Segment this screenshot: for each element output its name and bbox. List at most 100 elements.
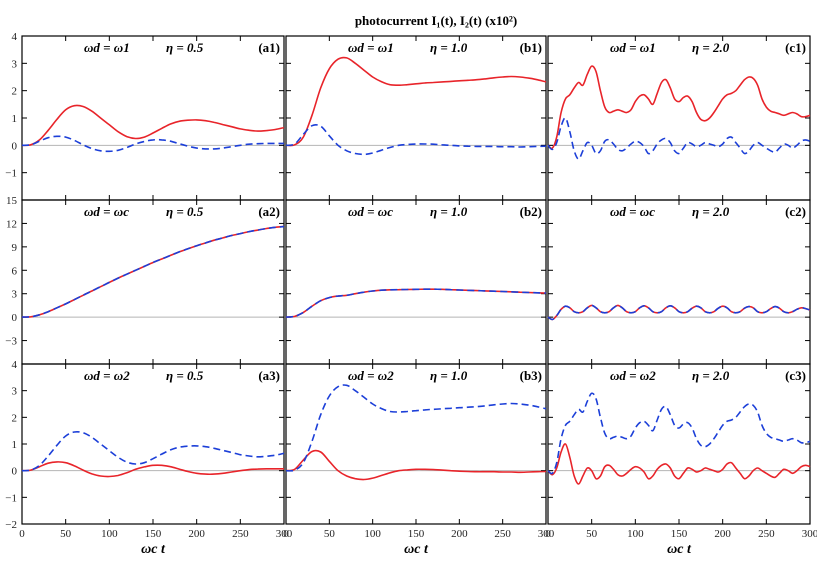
panel-b1: ωd = ω1 η = 1.0 (b1) (285, 35, 547, 201)
x-axis-label: ωc t (404, 542, 429, 557)
panel-eta-label: η = 1.0 (430, 40, 468, 55)
y-tick-label: 1 (12, 439, 18, 451)
series-i2-line (547, 392, 811, 475)
y-tick-label: 0 (12, 140, 18, 152)
x-tick-label: 250 (494, 528, 511, 540)
series-i1-line (547, 65, 811, 150)
series-i2-line (21, 225, 285, 318)
x-tick-label: 200 (714, 528, 731, 540)
panel-id-label: (a3) (258, 368, 280, 383)
figure-title: photocurrent I₁(t), I₂(t) (x10²) (355, 13, 517, 28)
panel-b2: ωd = ωc η = 1.0 (b2) (285, 199, 547, 365)
y-tick-label: −3 (5, 336, 17, 348)
x-tick-label: 200 (188, 528, 205, 540)
panel-c3: 0 50 100 150 200 250 300 ωc t ωd = ω2 η = 2.0 (c3) (545, 363, 817, 557)
y-tick-label: 2 (12, 86, 18, 98)
x-tick-label: 150 (671, 528, 688, 540)
series-i2-line (21, 430, 285, 472)
series-i1-line (21, 461, 284, 478)
series-i2-line (21, 135, 284, 153)
panel-id-label: (b1) (520, 40, 542, 55)
panel-eta-label: η = 2.0 (692, 204, 730, 219)
panel-id-label: (a1) (258, 40, 280, 55)
series-i2-line (285, 288, 547, 318)
panel-eta-label: η = 1.0 (430, 368, 468, 383)
series-i1-line (285, 288, 547, 318)
panel-frame (285, 35, 547, 201)
series-i1-line (285, 449, 547, 481)
series-i2-line (547, 304, 811, 321)
panel-id-label: (a2) (258, 204, 280, 219)
panel-id-label: (c2) (785, 204, 806, 219)
panel-frame (547, 35, 811, 201)
y-tick-label: 9 (12, 242, 18, 254)
x-tick-label: 0 (545, 528, 551, 540)
y-tick-label: −1 (5, 168, 17, 180)
x-tick-label: 250 (758, 528, 775, 540)
panel-frame (21, 363, 285, 525)
panel-frame (285, 363, 547, 525)
panel-eta-label: η = 1.0 (430, 204, 468, 219)
panel-frame (547, 363, 811, 525)
panel-frame (21, 199, 285, 365)
y-tick-label: 12 (6, 218, 17, 230)
y-tick-label: 3 (12, 58, 18, 70)
panel-c2: ωd = ωc η = 2.0 (c2) (547, 199, 811, 365)
x-tick-label: 150 (145, 528, 162, 540)
y-tick-label: 4 (12, 359, 18, 371)
x-axis-label: ωc t (141, 542, 166, 557)
panel-frame (547, 199, 811, 365)
x-tick-label: 100 (364, 528, 381, 540)
panel-eta-label: η = 0.5 (166, 368, 204, 383)
panel-drive-label: ωd = ω1 (610, 40, 656, 55)
panel-frame (21, 35, 285, 201)
y-tick-label: 6 (12, 265, 18, 277)
panel-c1: ωd = ω1 η = 2.0 (c1) (547, 35, 811, 201)
x-tick-label: 100 (627, 528, 644, 540)
panel-drive-label: ωd = ωc (348, 204, 393, 219)
x-axis-label: ωc t (667, 542, 692, 557)
panel-drive-label: ωd = ωc (610, 204, 655, 219)
series-i2-line (285, 384, 547, 472)
x-tick-label: 250 (232, 528, 249, 540)
x-tick-label: 0 (19, 528, 25, 540)
panel-drive-label: ωd = ω2 (84, 368, 130, 383)
panel-eta-label: η = 0.5 (166, 204, 204, 219)
panel-eta-label: η = 2.0 (692, 368, 730, 383)
y-tick-label: 2 (12, 412, 18, 424)
series-i2-line (285, 123, 547, 156)
x-tick-label: 0 (283, 528, 289, 540)
panel-eta-label: η = 0.5 (166, 40, 204, 55)
x-tick-label: 50 (586, 528, 598, 540)
panel-id-label: (c1) (785, 40, 806, 55)
panel-drive-label: ωd = ω2 (348, 368, 394, 383)
series-i2-line (547, 117, 811, 160)
x-tick-label: 200 (451, 528, 468, 540)
panel-id-label: (b3) (520, 368, 542, 383)
x-tick-label: 300 (538, 528, 555, 540)
y-tick-label: 15 (6, 195, 18, 207)
y-tick-label: −1 (5, 492, 17, 504)
y-tick-label: 0 (12, 466, 18, 478)
series-i1-line (285, 56, 547, 147)
panel-id-label: (c3) (785, 368, 806, 383)
x-tick-label: 300 (802, 528, 817, 540)
panel-id-label: (b2) (520, 204, 542, 219)
series-i1-line (21, 104, 285, 147)
y-tick-label: 3 (12, 289, 18, 301)
panel-b3: 0 50 100 150 200 250 300 ωc t ωd = ω2 η = 1.0 (b3) (283, 363, 555, 557)
series-i1-line (21, 225, 285, 318)
x-tick-label: 150 (408, 528, 425, 540)
panel-drive-label: ωd = ω1 (348, 40, 394, 55)
series-i1-line (547, 443, 811, 485)
panel-drive-label: ωd = ωc (84, 204, 129, 219)
panel-a3: −2 −1 0 1 2 3 4 0 50 100 150 200 250 300 ωc t ωd = ω2 η … (5, 359, 292, 557)
y-tick-label: 1 (12, 113, 18, 125)
panel-drive-label: ωd = ω1 (84, 40, 130, 55)
x-tick-label: 300 (276, 528, 293, 540)
panel-frame (285, 199, 547, 365)
y-tick-label: 3 (12, 386, 18, 398)
y-tick-label: 4 (12, 31, 18, 43)
